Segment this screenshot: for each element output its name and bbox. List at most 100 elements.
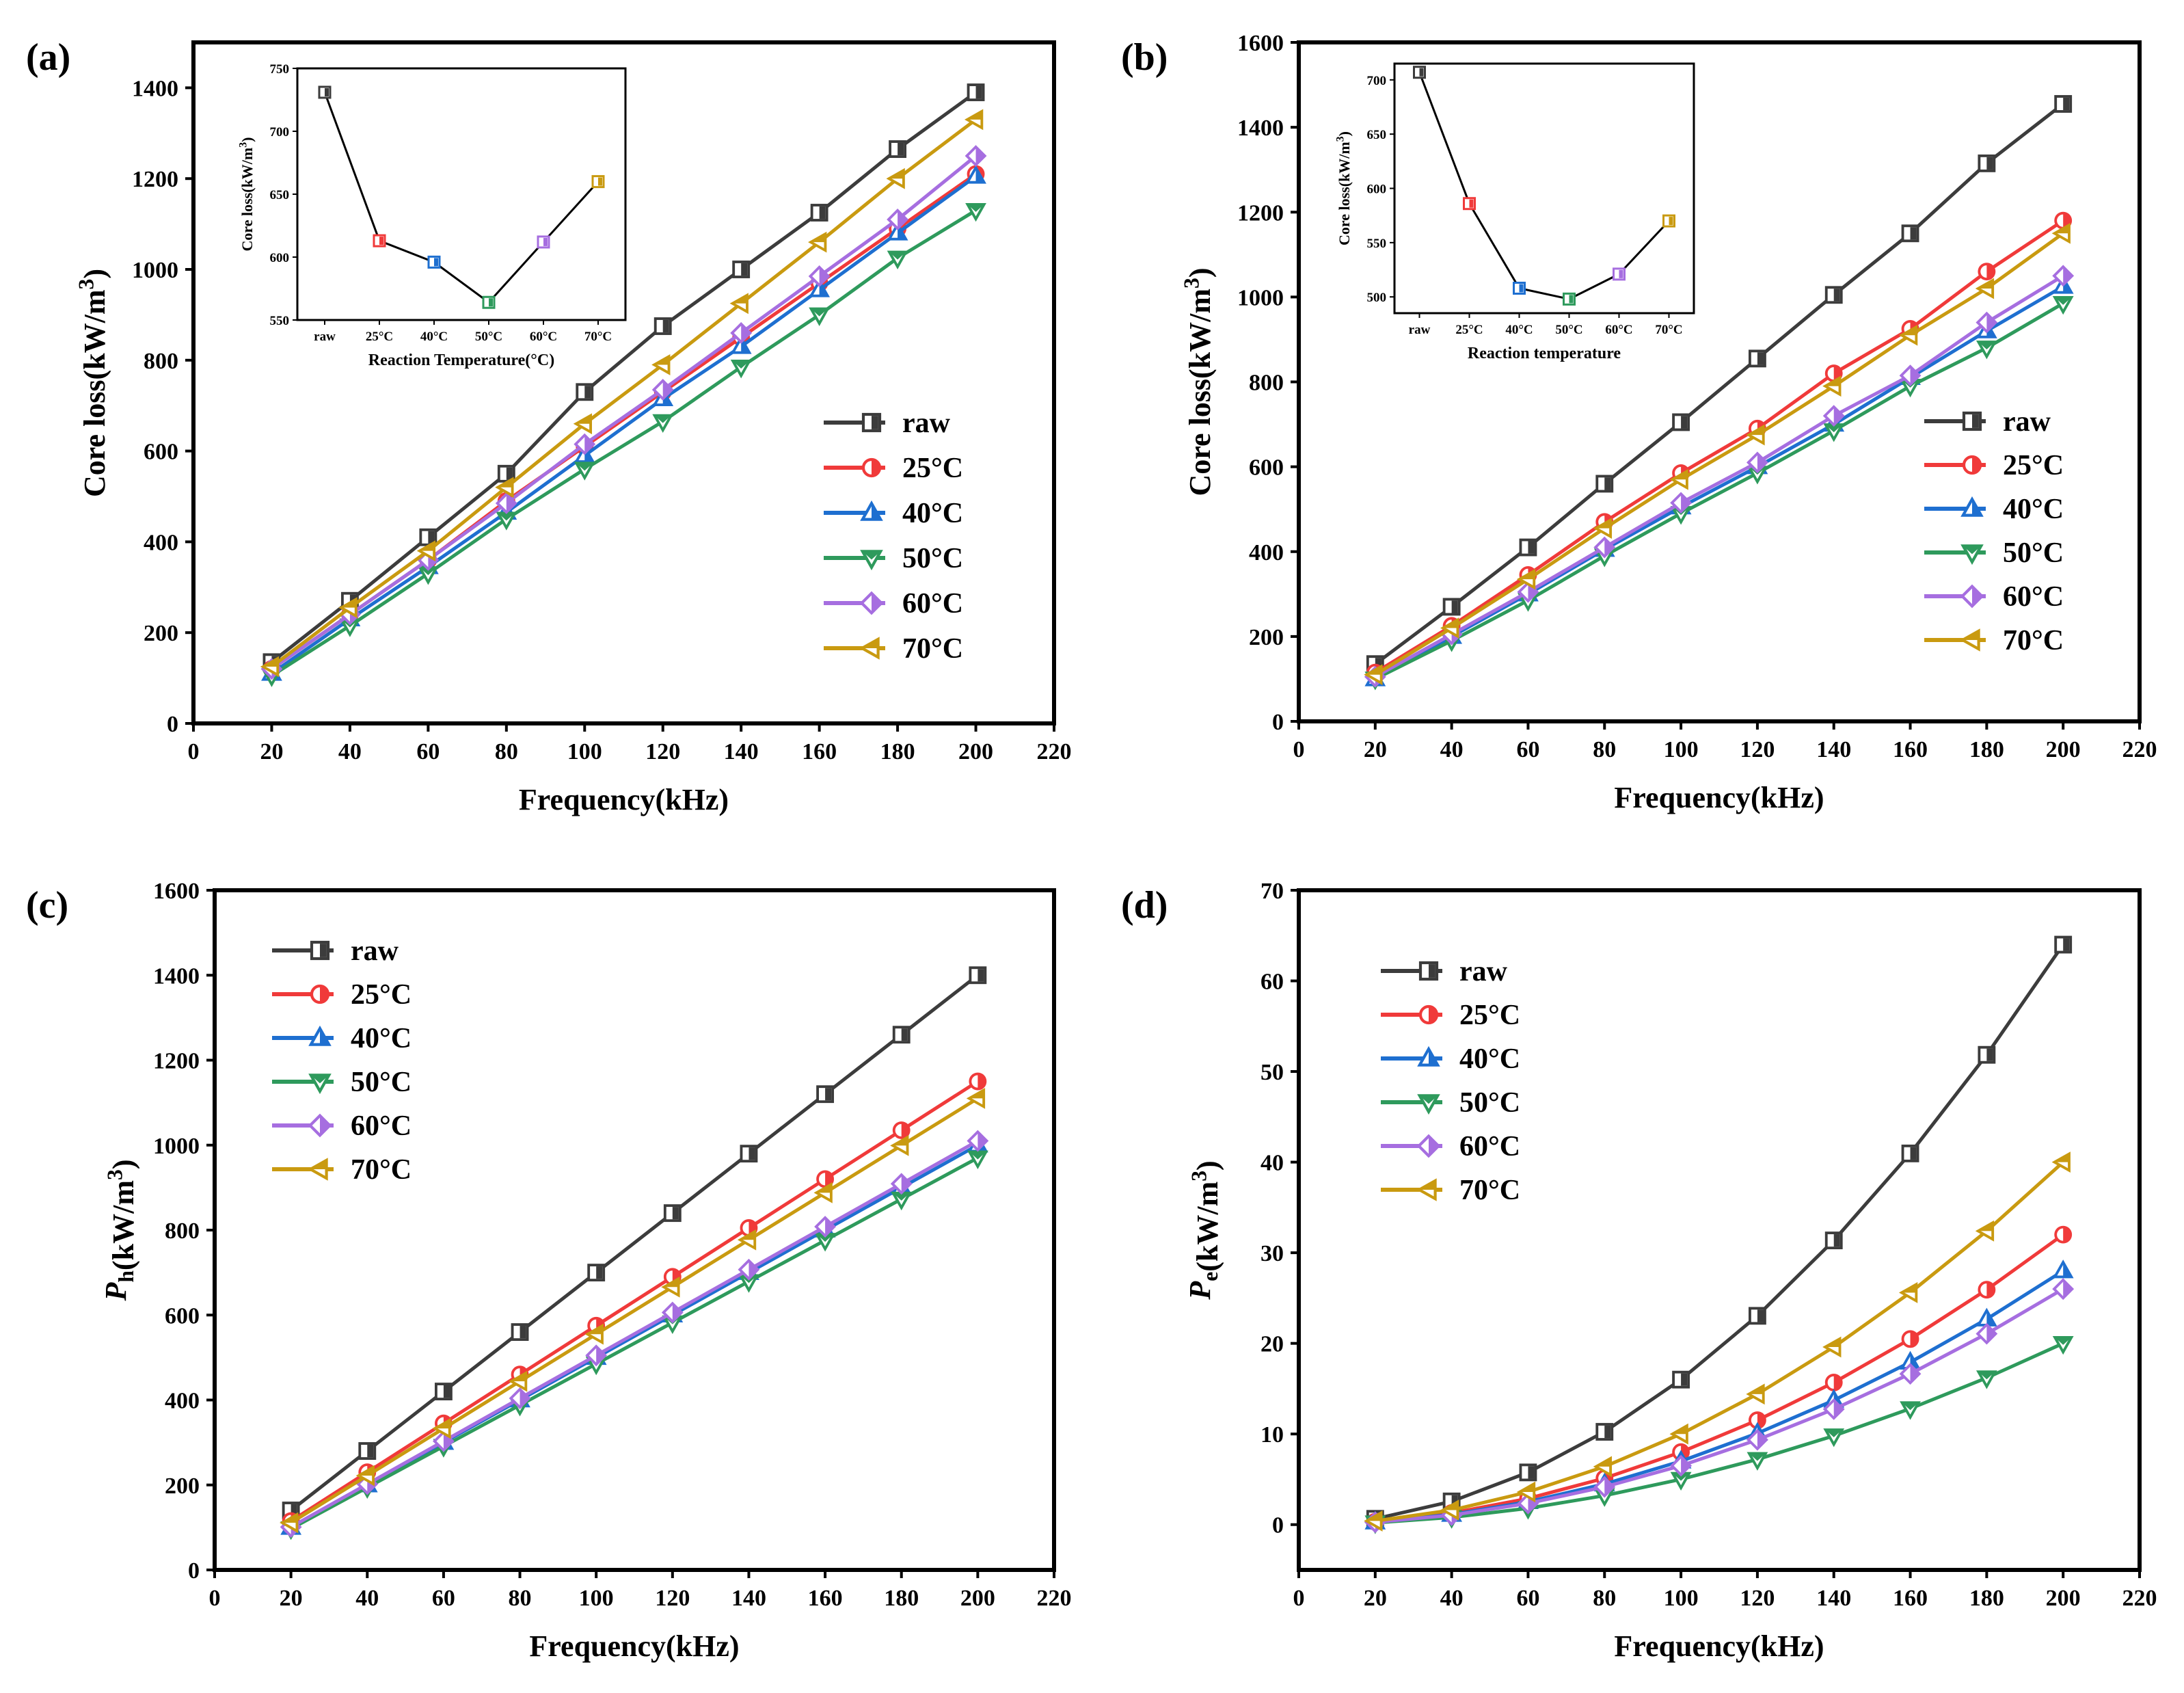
data-point [969, 1072, 987, 1091]
legend-marker [1417, 1045, 1440, 1067]
data-point [1593, 1476, 1616, 1498]
series-line [1375, 1233, 2064, 1523]
series-line [290, 974, 979, 1512]
y-axis-label: Core loss(kW/m3) [74, 269, 111, 497]
data-point [1519, 1463, 1537, 1482]
y-tick-label: 600 [165, 1303, 200, 1329]
y-tick-label: 1400 [1237, 116, 1284, 141]
data-point [661, 1301, 684, 1324]
legend-entry: 25°C [1459, 1000, 1520, 1031]
legend-marker [860, 500, 883, 521]
x-tick-label: 0 [209, 1586, 221, 1611]
inset-x-tick-label: raw [1409, 323, 1431, 337]
inset-x-axis-label: Reaction Temperature(°C) [368, 351, 554, 369]
y-tick-label: 30 [1260, 1241, 1284, 1266]
x-tick-label: 100 [1664, 737, 1699, 762]
data-point [1672, 1370, 1690, 1389]
series-70c [280, 1088, 986, 1534]
data-point [2054, 1225, 2073, 1244]
data-point [1901, 224, 1919, 243]
y-tick-label: 1200 [1237, 200, 1284, 226]
x-tick-label: 220 [1037, 1586, 1072, 1611]
y-tick-label: 200 [1249, 625, 1284, 650]
data-point [576, 383, 594, 401]
y-tick-label: 0 [167, 712, 178, 737]
data-point [1670, 1454, 1693, 1477]
inset-y-axis-label: Core loss(kW/m3) [238, 137, 256, 251]
data-point [651, 354, 671, 375]
x-tick-label: 100 [579, 1586, 614, 1611]
inset-data-point-fill [489, 298, 493, 307]
legend-entry: 50°C [902, 543, 963, 574]
data-point [967, 1130, 989, 1152]
data-point [965, 145, 987, 167]
y-tick-label: 400 [144, 530, 178, 555]
data-point [1899, 364, 1922, 387]
x-tick-label: 140 [731, 1586, 766, 1611]
series-line [270, 118, 978, 668]
data-point [967, 1150, 988, 1169]
x-tick-label: 160 [1893, 737, 1928, 762]
inset-y-tick-label: 600 [270, 251, 290, 265]
data-point [813, 1182, 833, 1203]
legend-entry: 60°C [2003, 581, 2064, 613]
data-point [1978, 1045, 1996, 1064]
y-tick-label: 1200 [153, 1049, 200, 1074]
data-point [964, 109, 984, 131]
data-point [2052, 1335, 2074, 1355]
legend-marker [861, 412, 882, 433]
legend-entry: raw [351, 935, 399, 967]
data-point [965, 165, 986, 184]
x-tick-label: 80 [495, 739, 518, 764]
data-point [892, 1121, 911, 1139]
data-point [1975, 1220, 1995, 1242]
x-tick-label: 200 [2046, 1586, 2081, 1611]
data-point [1976, 1370, 1997, 1389]
x-tick-label: 60 [416, 739, 440, 764]
series-line [271, 174, 978, 676]
series-50c [261, 202, 986, 687]
data-point [495, 477, 514, 498]
y-tick-label: 0 [1272, 710, 1284, 735]
x-tick-label: 220 [2122, 1586, 2157, 1611]
x-tick-label: 60 [1516, 737, 1539, 762]
x-tick-label: 80 [1593, 1586, 1616, 1611]
y-tick-label: 40 [1260, 1151, 1284, 1176]
legend-entry: 60°C [1459, 1131, 1520, 1162]
legend-marker [310, 984, 330, 1004]
legend-entry: raw [2003, 406, 2051, 438]
data-point [1901, 1144, 1919, 1162]
inset-data-point-fill [1619, 269, 1623, 278]
data-point [737, 1229, 757, 1251]
data-point [730, 322, 753, 344]
data-point [1975, 278, 1995, 299]
data-point [1901, 1330, 1919, 1348]
legend-entry: 70°C [902, 633, 963, 665]
x-tick-label: 100 [1664, 1586, 1699, 1611]
series-line [271, 209, 977, 678]
data-point [887, 222, 908, 241]
x-axis-label: Frequency(kHz) [1614, 781, 1824, 814]
data-point [496, 511, 517, 531]
inset-x-tick-label: 40°C [420, 330, 448, 344]
data-point [814, 1216, 837, 1238]
x-tick-label: 140 [724, 739, 759, 764]
panel-label: (a) [26, 36, 70, 79]
data-point [1669, 468, 1688, 490]
legend-marker [859, 637, 880, 660]
inset-x-tick-label: 60°C [530, 330, 557, 344]
data-point [2052, 1278, 2075, 1301]
data-point [887, 209, 909, 230]
legend-entry: 70°C [2003, 625, 2064, 656]
inset-data-point-fill [1519, 284, 1524, 293]
series-raw [282, 966, 987, 1519]
inset-data-point-fill [434, 258, 438, 267]
data-point [358, 1442, 377, 1460]
data-point [338, 597, 358, 619]
y-axis-label: Ph(kW/m3) [99, 1159, 140, 1301]
legend-entry: 25°C [351, 979, 412, 1011]
data-point [732, 261, 751, 278]
series-line [1374, 274, 2064, 679]
y-tick-label: 200 [144, 621, 178, 646]
data-point [1516, 1481, 1536, 1503]
